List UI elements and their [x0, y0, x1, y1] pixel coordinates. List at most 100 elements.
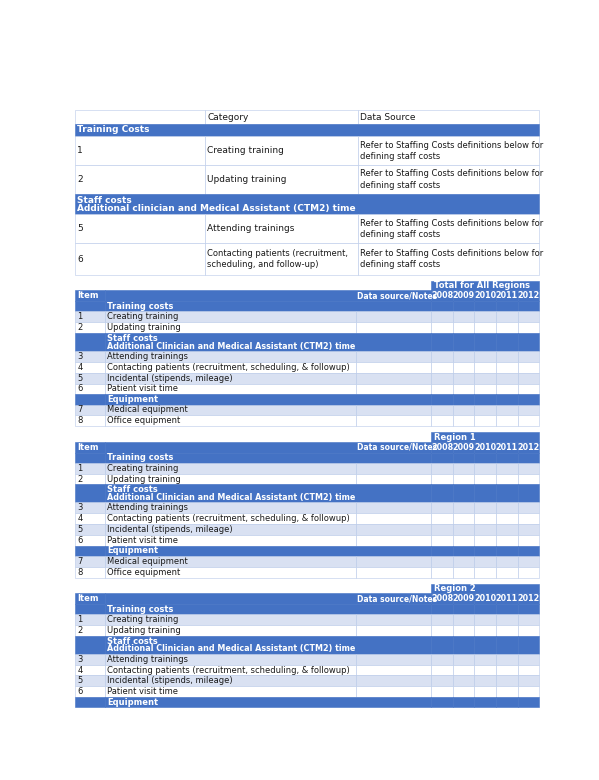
Bar	[358, 136, 539, 165]
Text: 2011: 2011	[496, 443, 518, 452]
Bar	[474, 373, 496, 384]
Bar	[356, 513, 431, 524]
Bar	[356, 311, 431, 322]
Bar	[105, 373, 356, 384]
Text: 3: 3	[77, 503, 83, 512]
Bar	[518, 567, 539, 577]
Bar	[105, 567, 356, 577]
Text: Equipment: Equipment	[107, 697, 159, 707]
Text: 4: 4	[77, 363, 83, 372]
Bar	[474, 290, 496, 301]
Bar	[105, 384, 356, 395]
Bar	[431, 333, 453, 351]
Text: Item: Item	[77, 292, 99, 300]
Bar	[453, 686, 474, 697]
Text: Patient visit time: Patient visit time	[107, 536, 179, 544]
Bar	[496, 373, 518, 384]
Bar	[453, 384, 474, 395]
Bar	[453, 697, 474, 707]
Bar	[105, 686, 356, 697]
Bar	[75, 362, 105, 373]
Text: 6: 6	[77, 254, 83, 264]
Bar	[75, 686, 105, 697]
Text: 3: 3	[77, 654, 83, 664]
Bar	[496, 322, 518, 333]
Bar	[453, 452, 474, 463]
Bar	[75, 123, 539, 136]
Bar	[75, 243, 205, 275]
Bar	[75, 405, 105, 416]
Text: Medical equipment: Medical equipment	[107, 557, 188, 566]
Bar	[75, 546, 105, 556]
Text: 6: 6	[77, 536, 83, 544]
Text: 2: 2	[77, 175, 83, 184]
Bar	[453, 502, 474, 513]
Bar	[518, 625, 539, 636]
Bar	[474, 362, 496, 373]
Bar	[496, 604, 518, 614]
Bar	[431, 583, 539, 593]
Text: 2: 2	[77, 323, 83, 332]
Text: Data source/Notes: Data source/Notes	[357, 292, 437, 300]
Bar	[431, 281, 539, 290]
Text: Total for All Regions: Total for All Regions	[434, 281, 530, 290]
Text: Office equipment: Office equipment	[107, 568, 181, 576]
Bar	[474, 697, 496, 707]
Bar	[453, 567, 474, 577]
Bar	[431, 432, 539, 441]
Bar	[431, 301, 453, 311]
Bar	[105, 535, 356, 546]
Bar	[496, 333, 518, 351]
Bar	[453, 593, 474, 604]
Bar	[474, 473, 496, 484]
Bar	[356, 665, 431, 675]
Bar	[474, 333, 496, 351]
Bar	[518, 441, 539, 452]
Bar	[453, 322, 474, 333]
Bar	[75, 524, 105, 535]
Bar	[356, 322, 431, 333]
Bar	[496, 441, 518, 452]
Bar	[453, 524, 474, 535]
Bar	[75, 111, 205, 123]
Bar	[496, 654, 518, 665]
Text: Refer to Staffing Costs definitions below for
defining staff costs: Refer to Staffing Costs definitions belo…	[361, 218, 544, 239]
Bar	[75, 614, 105, 625]
Bar	[518, 665, 539, 675]
Text: Refer to Staffing Costs definitions below for
defining staff costs: Refer to Staffing Costs definitions belo…	[361, 249, 544, 269]
Bar	[518, 535, 539, 546]
Bar	[75, 697, 105, 707]
Text: Staff costs: Staff costs	[107, 334, 158, 343]
Bar	[453, 441, 474, 452]
Bar	[205, 111, 358, 123]
Bar	[474, 556, 496, 567]
Bar	[431, 441, 453, 452]
Bar	[431, 686, 453, 697]
Bar	[453, 351, 474, 362]
Bar	[75, 311, 105, 322]
Bar	[453, 556, 474, 567]
Text: Item: Item	[77, 594, 99, 603]
Text: 6: 6	[77, 687, 83, 697]
Bar	[474, 463, 496, 473]
Text: Additional Clinician and Medical Assistant (CTM2) time: Additional Clinician and Medical Assista…	[107, 342, 356, 350]
Bar	[205, 215, 358, 243]
Bar	[356, 625, 431, 636]
Text: Contacting patients (recruitment, scheduling, & followup): Contacting patients (recruitment, schedu…	[107, 514, 350, 523]
Text: 2: 2	[77, 626, 83, 635]
Bar	[356, 384, 431, 395]
Bar	[453, 290, 474, 301]
Text: Region 1: Region 1	[434, 433, 476, 441]
Bar	[356, 463, 431, 473]
Bar	[356, 675, 431, 686]
Bar	[105, 593, 431, 604]
Bar	[75, 473, 105, 484]
Bar	[453, 513, 474, 524]
Bar	[496, 636, 518, 654]
Bar	[105, 452, 431, 463]
Bar	[75, 604, 105, 614]
Bar	[75, 351, 105, 362]
Text: 1: 1	[77, 464, 83, 473]
Bar	[105, 351, 356, 362]
Bar	[518, 290, 539, 301]
